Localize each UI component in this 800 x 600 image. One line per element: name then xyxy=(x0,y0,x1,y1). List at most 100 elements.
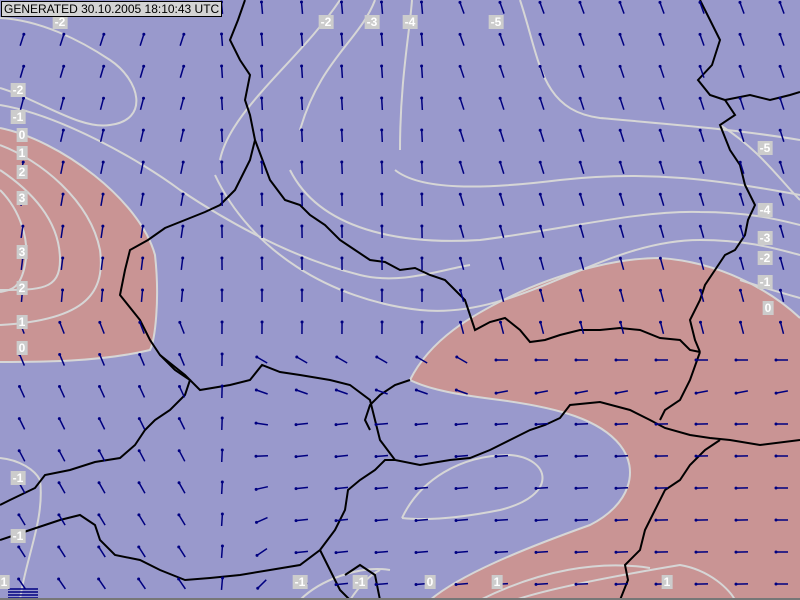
wind-arrow-head xyxy=(17,577,21,581)
wind-arrow-head xyxy=(414,422,418,426)
wind-arrow-head xyxy=(374,487,378,491)
wind-arrow-icon xyxy=(539,290,545,302)
wind-arrow-head xyxy=(260,288,264,292)
wind-arrow-head xyxy=(294,487,298,491)
wind-arrow-icon xyxy=(98,514,106,526)
wind-arrow-icon xyxy=(779,258,785,270)
wind-arrow-head xyxy=(181,128,185,132)
wind-arrow-icon xyxy=(58,482,66,494)
wind-arrow-head xyxy=(178,320,182,324)
wind-arrow-head xyxy=(294,423,298,427)
wind-arrow-head xyxy=(618,128,622,132)
wind-arrow-head xyxy=(58,320,62,324)
wind-arrow-icon xyxy=(178,418,186,430)
wind-arrow-head xyxy=(658,256,662,260)
wind-arrow-icon xyxy=(539,162,545,174)
wind-arrow-head xyxy=(22,96,26,100)
wind-arrow-head xyxy=(220,352,224,356)
wind-arrow-head xyxy=(454,518,458,522)
wind-arrow-head xyxy=(380,96,384,100)
wind-arrow-head xyxy=(494,550,498,554)
wind-arrow-icon xyxy=(535,454,549,458)
wind-arrow-head xyxy=(61,128,65,132)
contour-label: 1 xyxy=(661,575,673,589)
wind-arrow-head xyxy=(334,423,338,427)
wind-arrow-head xyxy=(61,288,65,292)
wind-arrow-head xyxy=(654,486,658,490)
wind-arrow-head xyxy=(380,288,384,292)
wind-arrow-head xyxy=(58,385,62,389)
wind-arrow-head xyxy=(738,96,742,100)
wind-arrow-icon xyxy=(499,130,505,142)
wind-arrow-head xyxy=(578,256,582,260)
wind-arrow-icon xyxy=(575,582,589,586)
wind-arrow-icon xyxy=(58,354,66,366)
contour-label: 0 xyxy=(762,301,774,315)
wind-arrow-icon xyxy=(739,258,745,270)
wind-arrow-head xyxy=(340,320,344,324)
wind-arrow-head xyxy=(220,448,224,452)
wind-arrow-icon xyxy=(499,194,505,206)
wind-arrow-head xyxy=(574,358,578,362)
wind-arrow-icon xyxy=(295,486,309,490)
wind-arrow-head xyxy=(420,32,424,36)
wind-arrow-head xyxy=(498,288,502,292)
wind-arrow-head xyxy=(220,128,224,132)
wind-arrow-icon xyxy=(99,129,105,143)
wind-arrow-icon xyxy=(58,514,66,526)
wind-arrow-head xyxy=(178,385,182,389)
wind-arrow-icon xyxy=(579,322,585,334)
wind-arrow-head xyxy=(17,513,21,517)
wind-arrow-icon xyxy=(459,258,465,270)
wind-arrow-head xyxy=(182,64,186,68)
wind-arrow-head xyxy=(97,449,101,453)
wind-arrow-icon xyxy=(295,454,309,458)
wind-arrow-icon xyxy=(340,33,344,47)
wind-arrow-head xyxy=(255,553,259,557)
wind-arrow-head xyxy=(220,480,224,484)
wind-arrow-icon xyxy=(539,130,545,142)
wind-arrow-head xyxy=(177,513,181,517)
wind-arrow-icon xyxy=(459,162,465,174)
wind-arrow-head xyxy=(734,550,738,554)
wind-arrow-icon xyxy=(420,65,424,79)
wind-arrow-head xyxy=(21,160,25,164)
wind-arrow-head xyxy=(734,518,738,522)
wind-arrow-icon xyxy=(98,354,106,366)
positive-region-west xyxy=(0,128,158,362)
wind-arrow-icon xyxy=(495,454,509,458)
wind-arrow-icon xyxy=(495,390,509,394)
wind-arrow-head xyxy=(654,422,658,426)
wind-arrow-head xyxy=(494,358,498,362)
wind-arrow-head xyxy=(738,160,742,164)
wind-arrow-head xyxy=(498,160,502,164)
contour-label: -2 xyxy=(318,15,334,29)
wind-arrow-head xyxy=(538,64,542,68)
wind-arrow-icon xyxy=(18,386,26,398)
wind-arrow-head xyxy=(300,64,304,68)
wind-arrow-head xyxy=(420,320,424,324)
wind-arrow-icon xyxy=(375,550,389,554)
contour-label: 1 xyxy=(0,575,10,589)
wind-arrow-head xyxy=(57,481,61,485)
wind-arrow-icon xyxy=(59,66,65,78)
wind-arrow-icon xyxy=(779,130,785,142)
wind-arrow-head xyxy=(454,550,458,554)
wind-arrow-head xyxy=(334,551,338,555)
wind-arrow-head xyxy=(778,128,782,132)
wind-arrow-head xyxy=(57,513,61,517)
wind-arrow-head xyxy=(578,224,582,228)
wind-arrow-icon xyxy=(100,225,104,239)
wind-arrow-head xyxy=(658,32,662,36)
wind-arrow-head xyxy=(260,224,264,228)
contour-label: -3 xyxy=(364,15,380,29)
wind-arrow-icon xyxy=(380,1,384,15)
wind-arrow-icon xyxy=(220,65,224,79)
wind-arrow-head xyxy=(142,64,146,68)
wind-arrow-head xyxy=(494,454,498,458)
wind-arrow-head xyxy=(256,586,260,590)
wind-arrow-head xyxy=(61,192,65,196)
wind-arrow-head xyxy=(220,224,224,228)
wind-arrow-head xyxy=(254,487,258,491)
